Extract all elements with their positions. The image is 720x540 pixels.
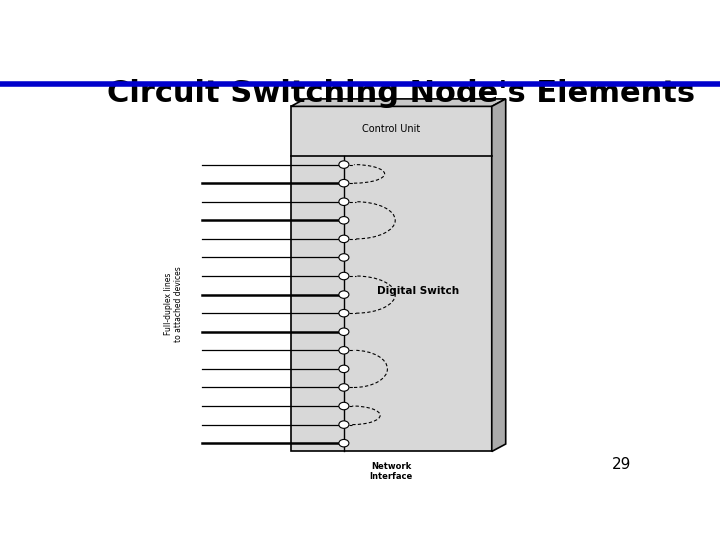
Circle shape xyxy=(339,272,349,280)
Circle shape xyxy=(339,421,349,428)
Text: Circuit Switching Node's Elements: Circuit Switching Node's Elements xyxy=(107,79,695,109)
Text: Full-duplex lines
to attached devices: Full-duplex lines to attached devices xyxy=(164,266,184,342)
Circle shape xyxy=(339,328,349,335)
Polygon shape xyxy=(291,99,505,106)
Circle shape xyxy=(339,179,349,187)
Text: Digital Switch: Digital Switch xyxy=(377,286,459,296)
Circle shape xyxy=(339,384,349,391)
Circle shape xyxy=(339,235,349,242)
Circle shape xyxy=(339,254,349,261)
Circle shape xyxy=(339,402,349,410)
Circle shape xyxy=(339,365,349,373)
Polygon shape xyxy=(492,99,505,451)
Circle shape xyxy=(339,347,349,354)
Circle shape xyxy=(339,217,349,224)
Circle shape xyxy=(339,161,349,168)
Circle shape xyxy=(339,291,349,298)
Text: 29: 29 xyxy=(612,457,631,472)
Text: Control Unit: Control Unit xyxy=(362,124,420,134)
Polygon shape xyxy=(291,106,492,451)
Circle shape xyxy=(339,440,349,447)
Text: Network
Interface: Network Interface xyxy=(369,462,413,481)
Circle shape xyxy=(339,198,349,206)
Circle shape xyxy=(339,309,349,317)
